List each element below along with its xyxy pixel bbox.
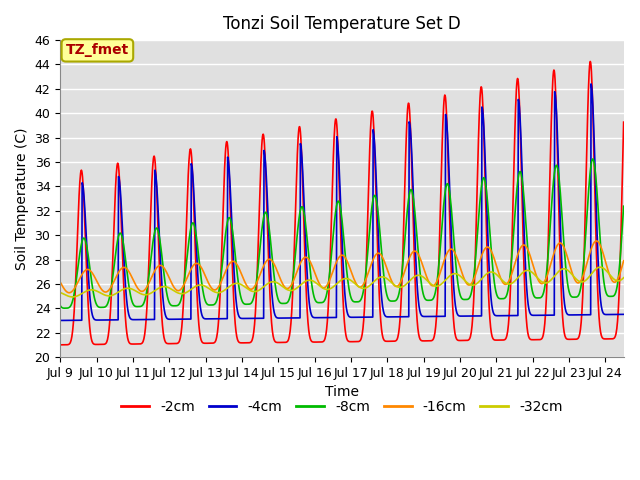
X-axis label: Time: Time bbox=[325, 385, 359, 399]
Y-axis label: Soil Temperature (C): Soil Temperature (C) bbox=[15, 127, 29, 270]
Legend: -2cm, -4cm, -8cm, -16cm, -32cm: -2cm, -4cm, -8cm, -16cm, -32cm bbox=[116, 395, 568, 420]
Title: Tonzi Soil Temperature Set D: Tonzi Soil Temperature Set D bbox=[223, 15, 461, 33]
Text: TZ_fmet: TZ_fmet bbox=[66, 43, 129, 58]
